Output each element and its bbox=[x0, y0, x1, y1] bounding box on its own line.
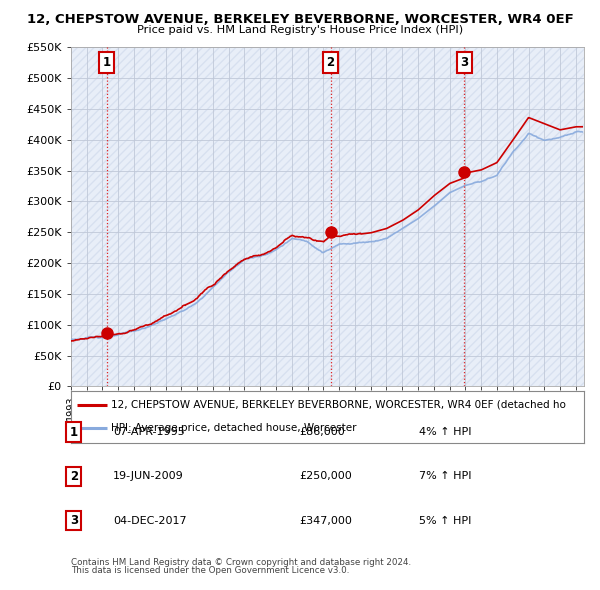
Text: 4% ↑ HPI: 4% ↑ HPI bbox=[419, 427, 472, 437]
Text: 3: 3 bbox=[460, 56, 468, 69]
Text: This data is licensed under the Open Government Licence v3.0.: This data is licensed under the Open Gov… bbox=[71, 566, 349, 575]
Text: HPI: Average price, detached house, Worcester: HPI: Average price, detached house, Worc… bbox=[111, 424, 356, 434]
Text: 3: 3 bbox=[70, 514, 78, 527]
Text: 2: 2 bbox=[70, 470, 78, 483]
Text: £86,000: £86,000 bbox=[299, 427, 344, 437]
Text: £347,000: £347,000 bbox=[299, 516, 352, 526]
Text: 07-APR-1995: 07-APR-1995 bbox=[113, 427, 185, 437]
Text: 19-JUN-2009: 19-JUN-2009 bbox=[113, 471, 184, 481]
Text: 12, CHEPSTOW AVENUE, BERKELEY BEVERBORNE, WORCESTER, WR4 0EF (detached ho: 12, CHEPSTOW AVENUE, BERKELEY BEVERBORNE… bbox=[111, 399, 566, 409]
Text: 1: 1 bbox=[103, 56, 110, 69]
Text: £250,000: £250,000 bbox=[299, 471, 352, 481]
Text: Contains HM Land Registry data © Crown copyright and database right 2024.: Contains HM Land Registry data © Crown c… bbox=[71, 558, 411, 567]
Text: 1: 1 bbox=[70, 425, 78, 439]
Text: 04-DEC-2017: 04-DEC-2017 bbox=[113, 516, 187, 526]
Text: 5% ↑ HPI: 5% ↑ HPI bbox=[419, 516, 471, 526]
Text: Price paid vs. HM Land Registry's House Price Index (HPI): Price paid vs. HM Land Registry's House … bbox=[137, 25, 463, 35]
Text: 7% ↑ HPI: 7% ↑ HPI bbox=[419, 471, 472, 481]
Text: 12, CHEPSTOW AVENUE, BERKELEY BEVERBORNE, WORCESTER, WR4 0EF: 12, CHEPSTOW AVENUE, BERKELEY BEVERBORNE… bbox=[26, 13, 574, 26]
Text: 2: 2 bbox=[326, 56, 335, 69]
